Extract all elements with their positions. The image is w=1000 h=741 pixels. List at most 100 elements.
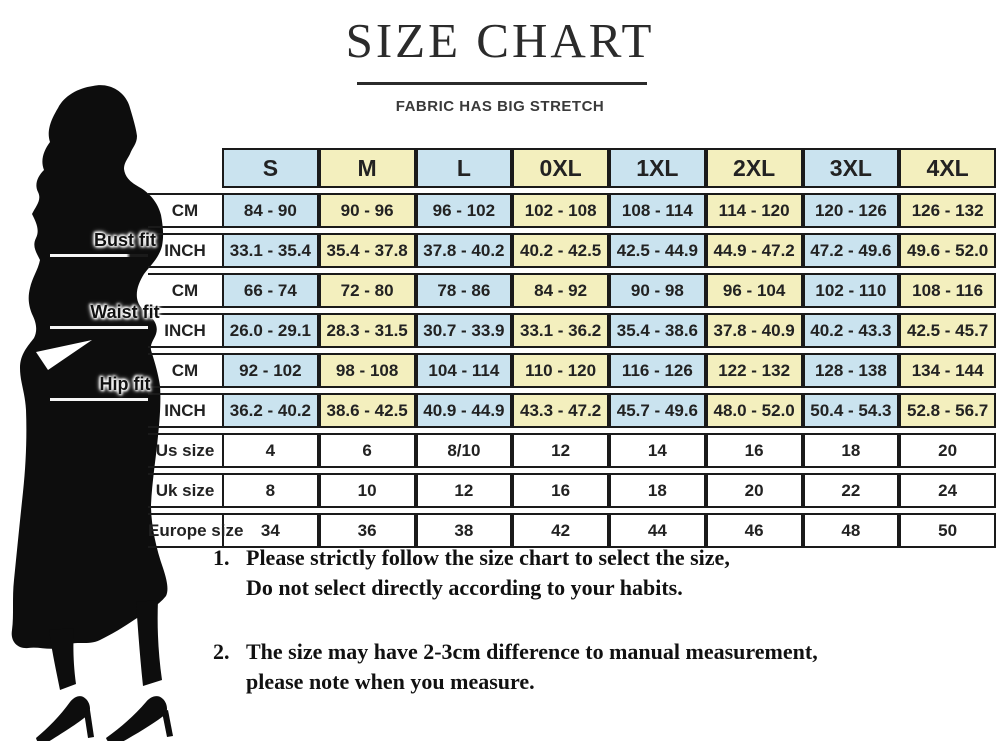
note-2-text: The size may have 2-3cm difference to ma… — [246, 637, 818, 697]
size-value-cell: 18 — [609, 473, 706, 508]
row-unit-label: CM — [148, 273, 222, 308]
note-1-text: Please strictly follow the size chart to… — [246, 543, 730, 603]
size-column-header: 3XL — [802, 148, 900, 188]
silhouette-left-leg — [49, 628, 76, 690]
size-value-cell: 40.9 - 44.9 — [415, 393, 513, 428]
silhouette-left-heel — [84, 710, 94, 738]
size-value-cell: 84 - 90 — [222, 193, 319, 228]
size-value-cell: 8/10 — [415, 433, 513, 468]
size-row: Us size 4 6 8/10 12 14 16 18 20 — [148, 433, 996, 468]
size-value-cell: 49.6 - 52.0 — [899, 233, 996, 268]
notes: 1. Please strictly follow the size chart… — [213, 543, 998, 697]
size-value-cell: 36 — [318, 513, 416, 548]
size-value-cell: 120 - 126 — [802, 193, 900, 228]
title-underline — [357, 82, 647, 85]
row-unit-label: INCH — [148, 393, 222, 428]
size-value-cell: 43.3 - 47.2 — [512, 393, 609, 428]
size-value-cell: 33.1 - 36.2 — [512, 313, 609, 348]
size-value-cell: 20 — [705, 473, 803, 508]
size-row: INCH 26.0 - 29.1 28.3 - 31.5 30.7 - 33.9 33.… — [148, 313, 996, 348]
row-unit-label: INCH — [148, 313, 222, 348]
size-value-cell: 26.0 - 29.1 — [222, 313, 319, 348]
row-unit-label: Uk size — [148, 473, 222, 508]
row-unit-label: Europe size — [148, 513, 243, 548]
size-table: S M L 0XL 1XL 2XL 3XL 4XL CM 84 - 90 90 - 96 96 - 1… — [148, 143, 996, 553]
note-2-line-2: please note when you measure. — [246, 669, 535, 694]
size-value-cell: 114 - 120 — [705, 193, 803, 228]
hip-fit-line — [50, 398, 148, 401]
size-value-cell: 10 — [318, 473, 416, 508]
size-value-cell: 98 - 108 — [318, 353, 416, 388]
table-corner — [148, 148, 222, 188]
size-column-header: 0XL — [512, 148, 609, 188]
size-row: Uk size 8 10 12 16 18 20 22 24 — [148, 473, 996, 508]
waist-fit-line — [50, 326, 148, 329]
silhouette-right-leg — [136, 600, 162, 686]
size-value-cell: 16 — [512, 473, 609, 508]
size-value-cell: 38.6 - 42.5 — [318, 393, 416, 428]
size-value-cell: 50.4 - 54.3 — [802, 393, 900, 428]
size-value-cell: 16 — [705, 433, 803, 468]
size-column-header: 4XL — [899, 148, 996, 188]
silhouette-right-heel — [162, 710, 173, 737]
size-value-cell: 14 — [609, 433, 706, 468]
size-value-cell: 30.7 - 33.9 — [415, 313, 513, 348]
size-value-cell: 44.9 - 47.2 — [705, 233, 803, 268]
row-unit-label: Us size — [148, 433, 222, 468]
size-column-header: S — [222, 148, 319, 188]
size-value-cell: 66 - 74 — [222, 273, 319, 308]
waist-fit-label: Waist fit — [90, 302, 160, 322]
size-value-cell: 47.2 - 49.6 — [802, 233, 900, 268]
hip-fit-label: Hip fit — [99, 374, 151, 394]
note-2: 2. The size may have 2-3cm difference to… — [213, 637, 998, 697]
size-value-cell: 122 - 132 — [705, 353, 803, 388]
size-value-cell: 35.4 - 37.8 — [318, 233, 416, 268]
size-value-cell: 28.3 - 31.5 — [318, 313, 416, 348]
size-value-cell: 128 - 138 — [802, 353, 900, 388]
size-value-cell: 90 - 98 — [609, 273, 706, 308]
size-value-cell: 20 — [899, 433, 996, 468]
size-value-cell: 18 — [802, 433, 900, 468]
size-column-header: M — [318, 148, 416, 188]
size-column-header: 1XL — [609, 148, 706, 188]
size-value-cell: 37.8 - 40.9 — [705, 313, 803, 348]
size-value-cell: 42.5 - 45.7 — [899, 313, 996, 348]
row-unit-label: CM — [148, 353, 222, 388]
size-value-cell: 78 - 86 — [415, 273, 513, 308]
size-value-cell: 72 - 80 — [318, 273, 416, 308]
note-1-line-1: Please strictly follow the size chart to… — [246, 545, 730, 570]
bust-fit-line — [50, 254, 148, 257]
size-value-cell: 52.8 - 56.7 — [899, 393, 996, 428]
size-row: INCH 33.1 - 35.4 35.4 - 37.8 37.8 - 40.2 40.… — [148, 233, 996, 268]
size-value-cell: 108 - 116 — [899, 273, 996, 308]
size-value-cell: 108 - 114 — [609, 193, 706, 228]
silhouette-right-shoe — [106, 696, 167, 741]
size-value-cell: 36.2 - 40.2 — [222, 393, 319, 428]
subtitle: FABRIC HAS BIG STRETCH — [395, 98, 605, 115]
size-column-header: L — [415, 148, 513, 188]
size-row: INCH 36.2 - 40.2 38.6 - 42.5 40.9 - 44.9 43.… — [148, 393, 996, 428]
note-1: 1. Please strictly follow the size chart… — [213, 543, 998, 603]
size-value-cell: 12 — [415, 473, 513, 508]
note-1-number: 1. — [213, 545, 230, 570]
size-value-cell: 50 — [899, 513, 996, 548]
size-value-cell: 4 — [222, 433, 319, 468]
size-value-cell: 104 - 114 — [415, 353, 513, 388]
size-value-cell: 90 - 96 — [318, 193, 416, 228]
size-value-cell: 116 - 126 — [609, 353, 706, 388]
silhouette-body — [11, 85, 168, 649]
row-unit-label: CM — [148, 193, 222, 228]
size-value-cell: 38 — [415, 513, 513, 548]
size-value-cell: 44 — [609, 513, 706, 548]
size-value-cell: 96 - 102 — [415, 193, 513, 228]
size-value-cell: 33.1 - 35.4 — [222, 233, 319, 268]
size-value-cell: 24 — [899, 473, 996, 508]
size-header-row: S M L 0XL 1XL 2XL 3XL 4XL — [148, 148, 996, 188]
size-value-cell: 110 - 120 — [512, 353, 609, 388]
size-value-cell: 48 — [802, 513, 900, 548]
size-value-cell: 126 - 132 — [899, 193, 996, 228]
size-row: Europe size 34 36 38 42 44 46 48 50 — [148, 513, 996, 548]
size-value-cell: 102 - 108 — [512, 193, 609, 228]
note-1-line-2: Do not select directly according to your… — [246, 575, 683, 600]
